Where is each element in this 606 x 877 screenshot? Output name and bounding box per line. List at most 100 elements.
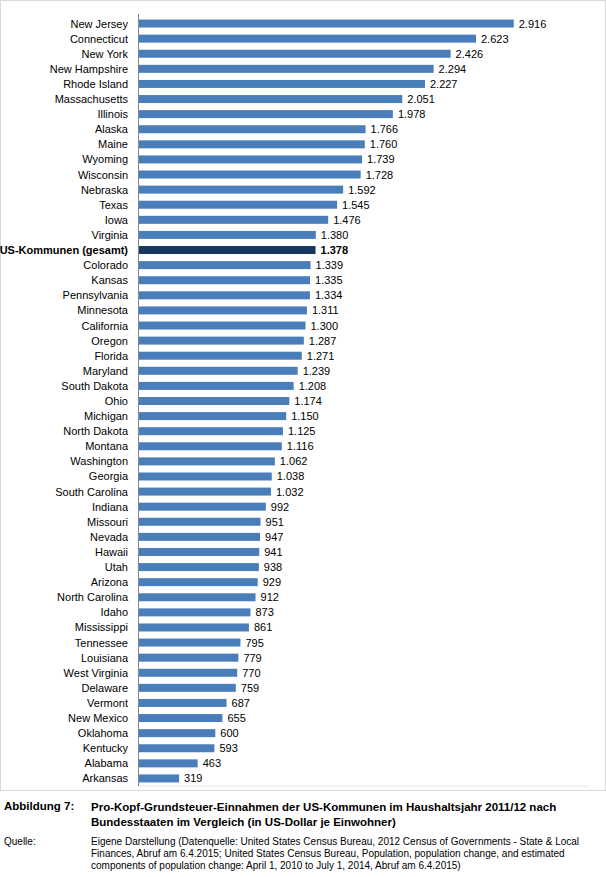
category-label: Iowa — [105, 214, 129, 226]
category-label: Maine — [98, 138, 128, 150]
bar — [138, 533, 260, 541]
bar — [138, 186, 343, 194]
category-label: California — [82, 320, 129, 332]
category-label: Michigan — [84, 410, 128, 422]
data-label: 1.062 — [280, 455, 308, 467]
category-label: New Mexico — [68, 712, 128, 724]
data-label: 1.300 — [311, 320, 339, 332]
category-label: North Dakota — [63, 425, 129, 437]
category-label: Maryland — [83, 365, 128, 377]
bar — [138, 488, 271, 496]
category-label: Vermont — [87, 697, 128, 709]
value-axis-line — [138, 786, 589, 787]
data-label: 1.150 — [291, 410, 319, 422]
data-label: 1.545 — [342, 199, 370, 211]
data-label: 873 — [255, 606, 273, 618]
bar — [138, 246, 316, 254]
data-label: 1.174 — [294, 395, 322, 407]
category-label: Louisiana — [81, 652, 129, 664]
category-label: Minnesota — [77, 304, 129, 316]
data-label: 861 — [254, 621, 272, 633]
data-label: 947 — [265, 531, 283, 543]
category-label: Washington — [70, 455, 128, 467]
category-label: Texas — [99, 199, 128, 211]
bar — [138, 65, 434, 73]
category-label: Wyoming — [82, 153, 128, 165]
category-label: US-Kommunen (gesamt) — [0, 244, 128, 256]
bar — [138, 669, 237, 677]
category-label: Alabama — [85, 757, 129, 769]
bar — [138, 216, 328, 224]
data-label: 2.051 — [407, 93, 435, 105]
chart: New Jersey2.916Connecticut2.623New York2… — [0, 0, 606, 792]
bar — [138, 563, 259, 571]
bar — [138, 774, 179, 782]
data-label: 2.426 — [456, 48, 484, 60]
category-label: Illinois — [97, 108, 128, 120]
bar — [138, 201, 337, 209]
category-label: Utah — [105, 561, 128, 573]
category-label: Kentucky — [83, 742, 129, 754]
category-label: Missouri — [87, 516, 128, 528]
data-label: 2.294 — [439, 63, 467, 75]
data-label: 992 — [271, 501, 289, 513]
caption-label: Abbildung 7: — [4, 800, 74, 812]
bar — [138, 714, 222, 722]
bar — [138, 306, 307, 314]
category-label: Kansas — [91, 274, 128, 286]
source-text: Eigene Darstellung (Datenquelle: United … — [91, 836, 596, 872]
bar — [138, 639, 240, 647]
data-label: 759 — [241, 682, 259, 694]
category-label: Indiana — [92, 501, 129, 513]
bar — [138, 684, 236, 692]
bar — [138, 548, 259, 556]
category-label: Montana — [85, 440, 129, 452]
data-label: 1.378 — [321, 244, 349, 256]
category-label: Oklahoma — [78, 727, 129, 739]
data-label: 779 — [243, 652, 261, 664]
bar — [138, 623, 249, 631]
category-label: North Carolina — [57, 591, 129, 603]
bar — [138, 20, 514, 28]
category-label: New York — [82, 48, 129, 60]
bar — [138, 699, 227, 707]
bar — [138, 322, 306, 330]
data-label: 1.271 — [307, 350, 335, 362]
data-label: 600 — [220, 727, 238, 739]
category-label: Georgia — [89, 470, 129, 482]
data-label: 1.476 — [333, 214, 361, 226]
bar — [138, 427, 283, 435]
bar — [138, 518, 261, 526]
bar — [138, 171, 361, 179]
category-label: Colorado — [83, 259, 128, 271]
bar — [138, 337, 304, 345]
chart-title: Pro-Kopf-Grundsteuer-Einnahmen der US-Ko… — [91, 800, 596, 830]
bar — [138, 155, 362, 163]
category-label: Tennessee — [75, 637, 128, 649]
data-label: 593 — [219, 742, 237, 754]
data-label: 1.339 — [316, 259, 344, 271]
bar — [138, 95, 402, 103]
category-label: Rhode Island — [63, 78, 128, 90]
data-label: 2.227 — [430, 78, 458, 90]
data-label: 1.116 — [287, 440, 314, 452]
bar — [138, 593, 256, 601]
data-label: 1.592 — [348, 184, 376, 196]
bar — [138, 261, 311, 269]
category-label: Ohio — [105, 395, 128, 407]
data-label: 2.916 — [519, 18, 547, 30]
data-label: 1.380 — [321, 229, 349, 241]
data-label: 1.739 — [367, 153, 395, 165]
data-label: 951 — [266, 516, 284, 528]
category-label: South Carolina — [55, 486, 129, 498]
data-label: 1.335 — [315, 274, 343, 286]
bar — [138, 352, 302, 360]
category-label: Mississippi — [75, 621, 128, 633]
data-label: 941 — [264, 546, 282, 558]
bar — [138, 35, 476, 43]
bar — [138, 231, 316, 239]
category-label: Hawaii — [95, 546, 128, 558]
data-label: 319 — [184, 772, 202, 784]
bar — [138, 457, 275, 465]
data-label: 1.311 — [312, 304, 339, 316]
